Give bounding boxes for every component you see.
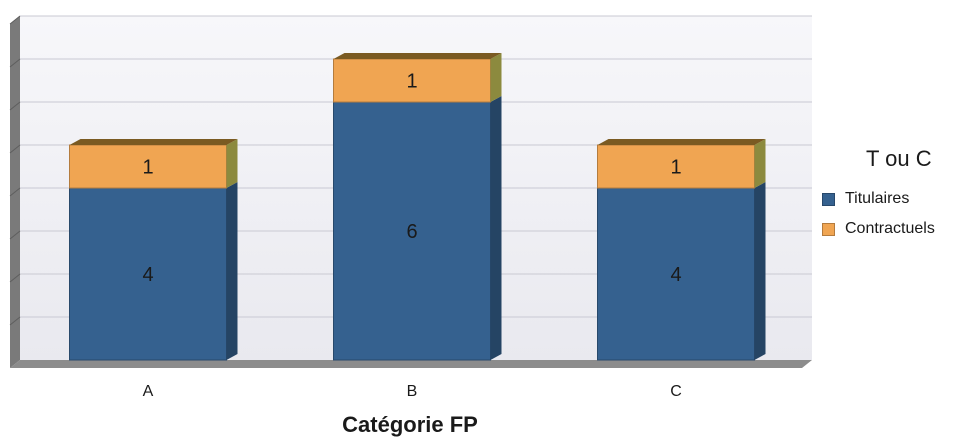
gridline-wall-tick bbox=[9, 273, 21, 283]
data-label-contractuels-A: 1 bbox=[142, 157, 153, 179]
legend-label-contractuels: Contractuels bbox=[845, 220, 935, 237]
data-label-titulaires-B: 6 bbox=[406, 221, 417, 243]
legend-swatch-contractuels bbox=[822, 222, 835, 236]
x-axis-label: Catégorie FP bbox=[342, 412, 478, 437]
gridline-wall-tick bbox=[9, 58, 21, 68]
gridline-wall-tick bbox=[9, 101, 21, 111]
gridline-wall-tick bbox=[9, 316, 21, 326]
x-tick-label-A: A bbox=[143, 383, 154, 400]
legend: T ou C Titulaires Contractuels bbox=[822, 146, 972, 244]
bar-top-C bbox=[597, 139, 766, 145]
bar-segment-titulaires-A bbox=[69, 187, 227, 361]
legend-title: T ou C bbox=[866, 146, 932, 171]
bar-side-titulaires-B bbox=[490, 96, 502, 360]
legend-label-titulaires: Titulaires bbox=[845, 190, 910, 207]
bar-side-contractuels-A bbox=[226, 139, 238, 188]
plot-floor bbox=[10, 360, 812, 368]
gridline-wall-tick bbox=[9, 15, 21, 25]
x-tick-label-C: C bbox=[670, 383, 682, 400]
bar-side-contractuels-C bbox=[754, 139, 766, 188]
data-label-contractuels-B: 1 bbox=[406, 71, 417, 93]
bar-segment-titulaires-C bbox=[597, 187, 755, 361]
gridline-wall-tick bbox=[9, 144, 21, 154]
bars: 4 1 6 1 4 1 bbox=[69, 53, 766, 361]
bar-segment-contractuels-A bbox=[69, 144, 227, 189]
gridline-wall-tick bbox=[9, 230, 21, 240]
data-label-titulaires-A: 4 bbox=[142, 264, 153, 286]
x-tick-label-B: B bbox=[407, 383, 418, 400]
data-label-titulaires-C: 4 bbox=[670, 264, 681, 286]
legend-item-contractuels: Contractuels bbox=[822, 214, 972, 244]
bar-side-contractuels-B bbox=[490, 53, 502, 102]
bar-side-titulaires-A bbox=[226, 182, 238, 360]
bar-top-A bbox=[69, 139, 238, 145]
bar-top-B bbox=[333, 53, 502, 59]
bar-segment-titulaires-B bbox=[333, 101, 491, 361]
data-label-contractuels-C: 1 bbox=[670, 157, 681, 179]
bar-segment-contractuels-C bbox=[597, 144, 755, 189]
x-tick-labels: A B C bbox=[143, 383, 682, 400]
legend-swatch-titulaires bbox=[822, 192, 835, 206]
gridline-wall-tick bbox=[9, 187, 21, 197]
legend-item-titulaires: Titulaires bbox=[822, 184, 972, 214]
bar-side-titulaires-C bbox=[754, 182, 766, 360]
